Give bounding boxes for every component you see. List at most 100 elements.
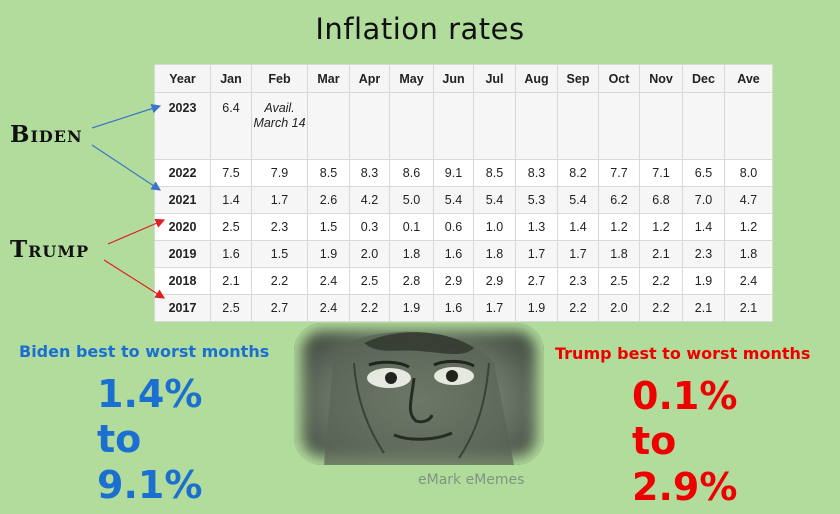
column-header-apr: Apr (349, 64, 390, 93)
year-cell: 2019 (154, 240, 211, 268)
year-cell: 2023 (154, 92, 211, 160)
biden-high-value: 9.1% (97, 463, 203, 507)
arrow-trump-2020 (107, 218, 166, 245)
rate-cell: 1.8 (473, 240, 516, 268)
rate-cell: 6.2 (598, 186, 640, 214)
credit-watermark: eMark eMemes (418, 472, 525, 488)
rate-cell: 0.1 (389, 213, 434, 241)
table-row: 2017 2.5 2.7 2.4 2.2 1.9 1.6 1.7 1.9 2.2 2.0 2.2 2.1… (154, 294, 773, 322)
rate-cell (307, 92, 350, 160)
rate-cell: 1.9 (307, 240, 350, 268)
trump-low-value: 0.1% (632, 374, 738, 418)
table-row: 2019 1.6 1.5 1.9 2.0 1.8 1.6 1.8 1.7 1.7 1.8 2.1 2.3… (154, 240, 773, 268)
rate-cell (349, 92, 390, 160)
rate-cell: 0.3 (349, 213, 390, 241)
rate-cell: 6.8 (639, 186, 683, 214)
rate-cell: 2.1 (724, 294, 773, 322)
rate-cell: 2.1 (682, 294, 725, 322)
rate-cell: 8.3 (349, 159, 390, 187)
year-cell: 2017 (154, 294, 211, 322)
rate-cell: 2.3 (682, 240, 725, 268)
trump-to-text: to (632, 419, 677, 463)
rate-cell: 2.2 (639, 267, 683, 295)
rate-cell: 6.4 (210, 92, 252, 160)
rate-cell: Avail. March 14 (251, 92, 308, 160)
rate-cell: 2.4 (307, 294, 350, 322)
trump-high-value: 2.9% (632, 465, 738, 509)
rate-cell (557, 92, 599, 160)
rate-cell: 1.8 (598, 240, 640, 268)
rate-cell: 2.5 (210, 213, 252, 241)
rate-cell (598, 92, 640, 160)
rate-cell: 1.4 (210, 186, 252, 214)
column-header-dec: Dec (682, 64, 725, 93)
rate-cell: 1.6 (433, 294, 474, 322)
rate-cell: 1.9 (682, 267, 725, 295)
column-header-sep: Sep (557, 64, 599, 93)
rate-cell: 5.3 (515, 186, 558, 214)
rate-cell: 5.4 (433, 186, 474, 214)
rate-cell: 1.6 (210, 240, 252, 268)
rate-cell: 1.7 (515, 240, 558, 268)
arrow-trump-2017 (103, 259, 166, 299)
rate-cell: 2.2 (639, 294, 683, 322)
arrow-biden-2021 (91, 144, 162, 191)
rate-cell (515, 92, 558, 160)
rate-cell (639, 92, 683, 160)
rate-cell: 9.1 (433, 159, 474, 187)
rate-cell: 1.9 (389, 294, 434, 322)
rate-cell: 1.4 (682, 213, 725, 241)
rate-cell: 2.4 (307, 267, 350, 295)
column-header-feb: Feb (251, 64, 308, 93)
rate-cell: 1.0 (473, 213, 516, 241)
rate-cell: 5.4 (557, 186, 599, 214)
trump-summary-heading: Trump best to worst months (555, 344, 811, 363)
rate-cell: 6.5 (682, 159, 725, 187)
rate-cell: 1.8 (389, 240, 434, 268)
rate-cell: 2.7 (251, 294, 308, 322)
table-row: 2023 6.4 Avail. March 14 (154, 92, 773, 160)
column-header-year: Year (154, 64, 211, 93)
biden-summary-heading: Biden best to worst months (19, 342, 270, 361)
rate-cell (682, 92, 725, 160)
rate-cell (724, 92, 773, 160)
column-header-may: May (389, 64, 434, 93)
column-header-aug: Aug (515, 64, 558, 93)
rate-cell: 1.2 (724, 213, 773, 241)
rate-cell: 2.2 (557, 294, 599, 322)
column-header-jan: Jan (210, 64, 252, 93)
rate-cell: 1.2 (639, 213, 683, 241)
rate-cell: 2.1 (210, 267, 252, 295)
rate-cell: 1.6 (433, 240, 474, 268)
rate-cell: 8.0 (724, 159, 773, 187)
biden-label: Biden (10, 121, 83, 148)
column-header-oct: Oct (598, 64, 640, 93)
table-row: 2022 7.5 7.9 8.5 8.3 8.6 9.1 8.5 8.3 8.2 7.7 7.1 6.5… (154, 159, 773, 187)
rate-cell: 1.5 (307, 213, 350, 241)
biden-low-value: 1.4% (97, 372, 203, 416)
banknote-portrait-image (294, 323, 544, 465)
rate-cell: 1.7 (557, 240, 599, 268)
rate-cell: 2.9 (433, 267, 474, 295)
page-title: Inflation rates (315, 12, 525, 46)
rate-cell: 5.0 (389, 186, 434, 214)
rate-cell: 1.9 (515, 294, 558, 322)
rate-cell: 1.5 (251, 240, 308, 268)
trump-label: Trump (10, 236, 90, 263)
column-header-jun: Jun (433, 64, 474, 93)
column-header-mar: Mar (307, 64, 350, 93)
rate-cell: 7.1 (639, 159, 683, 187)
biden-to-text: to (97, 417, 142, 461)
rate-cell: 2.5 (210, 294, 252, 322)
arrow-biden-2023 (91, 104, 162, 129)
table-header-row: Year Jan Feb Mar Apr May Jun Jul Aug Sep Oct Nov Dec… (154, 64, 773, 93)
rate-cell (389, 92, 434, 160)
rate-cell: 4.2 (349, 186, 390, 214)
year-cell: 2021 (154, 186, 211, 214)
rate-cell: 2.2 (349, 294, 390, 322)
rate-cell: 4.7 (724, 186, 773, 214)
rate-cell: 1.8 (724, 240, 773, 268)
rate-cell: 1.7 (251, 186, 308, 214)
rate-cell (473, 92, 516, 160)
